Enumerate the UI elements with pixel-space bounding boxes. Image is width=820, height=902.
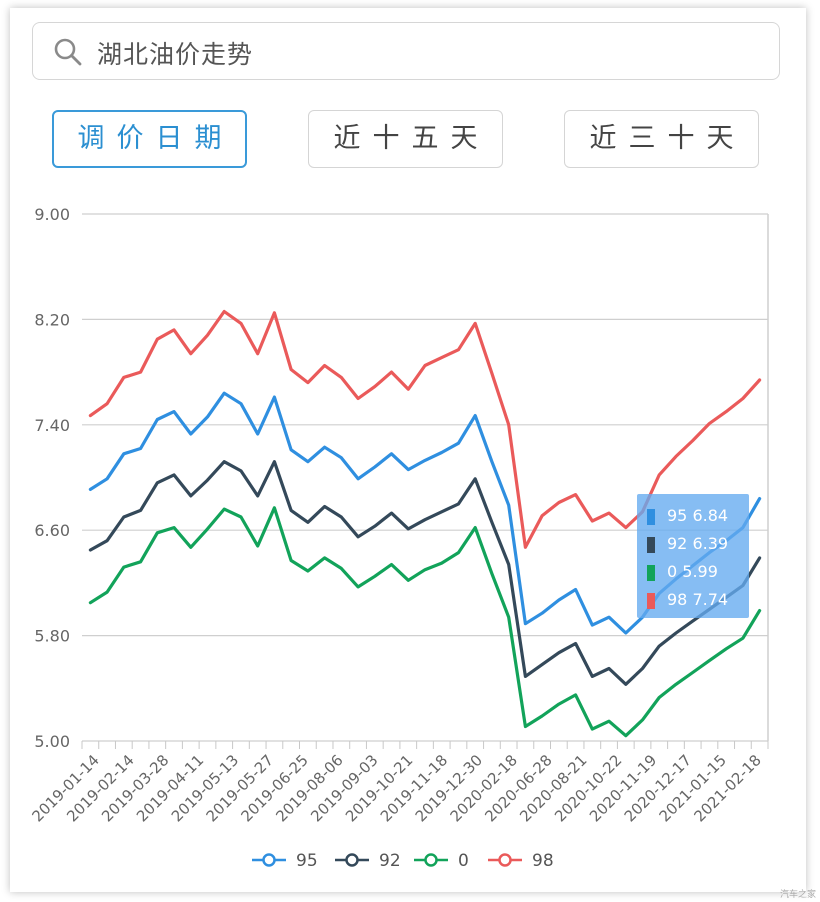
tooltip-row-98: 98 7.74 <box>647 588 728 612</box>
tooltip-text: 0 5.99 <box>667 562 718 581</box>
legend-marker-95 <box>262 853 276 867</box>
legend-marker-0 <box>424 853 438 867</box>
tooltip-row-0: 0 5.99 <box>647 560 718 584</box>
tooltip-text: 95 6.84 <box>667 506 729 525</box>
last-30-days-button[interactable]: 近三十天 <box>564 110 759 168</box>
tooltip-swatch <box>647 508 655 525</box>
legend-marker-98 <box>498 853 512 867</box>
last-15-days-button[interactable]: 近十五天 <box>308 110 503 168</box>
legend-label-0: 0 <box>458 851 469 871</box>
tooltip-swatch <box>647 592 655 609</box>
y-tick-label: 7.40 <box>34 416 70 435</box>
tooltip-swatch <box>647 536 655 553</box>
legend-marker-92 <box>345 853 359 867</box>
y-tick-label: 5.00 <box>34 732 70 751</box>
search-bar[interactable]: 湖北油价走势 <box>32 22 780 80</box>
series-line-0 <box>88 506 762 738</box>
y-tick-label: 6.60 <box>34 521 70 540</box>
adjust-date-button[interactable]: 调价日期 <box>52 110 247 168</box>
tooltip-swatch <box>647 564 655 581</box>
y-tick-label: 8.20 <box>34 310 70 329</box>
tooltip-text: 92 6.39 <box>667 534 729 553</box>
legend-label-95: 95 <box>296 851 318 871</box>
chart-tooltip: 95 6.84 92 6.39 0 5.99 98 7.74 <box>637 494 749 618</box>
tooltip-text: 98 7.74 <box>667 590 729 609</box>
legend-label-98: 98 <box>532 851 554 871</box>
watermark: 汽车之家 <box>779 890 816 900</box>
series-line-92 <box>88 460 762 686</box>
tooltip-row-95: 95 6.84 <box>647 504 728 528</box>
y-tick-label: 9.00 <box>34 205 70 224</box>
search-icon <box>54 38 82 66</box>
tooltip-row-92: 92 6.39 <box>647 532 728 556</box>
y-tick-label: 5.80 <box>34 627 70 646</box>
legend-label-92: 92 <box>379 851 401 871</box>
search-text: 湖北油价走势 <box>97 40 254 69</box>
